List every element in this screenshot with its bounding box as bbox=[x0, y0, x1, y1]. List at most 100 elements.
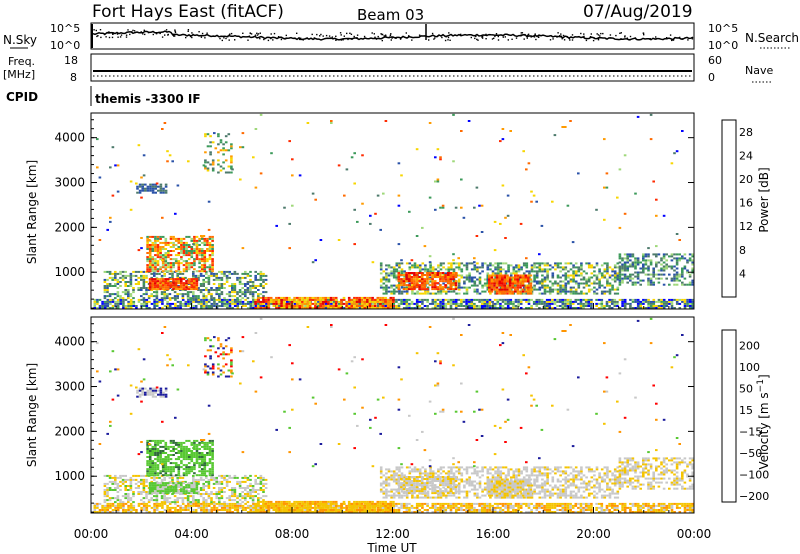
echo-cell bbox=[514, 288, 517, 291]
echo-cell bbox=[533, 262, 536, 265]
echo-cell bbox=[665, 259, 668, 262]
echo-cell bbox=[154, 235, 157, 238]
echo-cell bbox=[198, 244, 201, 246]
echo-cell bbox=[249, 300, 253, 303]
echo-cell bbox=[668, 273, 671, 276]
echo-cell bbox=[428, 278, 432, 281]
echo-cell bbox=[514, 274, 517, 277]
echo-cell bbox=[166, 297, 169, 300]
echo-cell bbox=[220, 302, 224, 305]
echo-cell bbox=[515, 266, 518, 269]
echo-cell bbox=[691, 509, 695, 511]
echo-cell bbox=[185, 252, 188, 254]
echo-cell bbox=[493, 506, 497, 509]
echo-cell bbox=[233, 298, 237, 301]
echo-cell bbox=[470, 280, 474, 283]
echo-cell bbox=[636, 305, 640, 307]
echo-cell bbox=[103, 501, 107, 504]
echo-cell bbox=[473, 290, 477, 293]
echo-cell bbox=[376, 305, 380, 307]
echo-cell bbox=[606, 270, 609, 273]
echo-cell bbox=[176, 274, 179, 277]
echo-cell bbox=[379, 305, 382, 307]
echo-cell bbox=[538, 288, 542, 291]
echo-cell bbox=[597, 302, 601, 305]
echo-cell bbox=[193, 280, 196, 283]
echo-cell bbox=[154, 284, 157, 287]
echo-cell bbox=[96, 302, 99, 305]
echo-cell bbox=[490, 288, 494, 291]
echo-cell bbox=[473, 305, 476, 307]
echo-cell bbox=[631, 502, 635, 505]
echo-cell bbox=[246, 281, 250, 283]
echo-cell bbox=[405, 280, 408, 283]
echo-cell bbox=[265, 506, 268, 509]
echo-cell bbox=[494, 268, 497, 271]
echo-cell bbox=[236, 305, 240, 307]
echo-cell bbox=[220, 504, 224, 507]
echo-cell bbox=[208, 237, 212, 240]
echo-cell bbox=[644, 502, 648, 505]
echo-cell bbox=[275, 509, 279, 511]
echo-cell bbox=[420, 282, 424, 285]
echo-cell bbox=[314, 300, 317, 303]
echo-cell bbox=[507, 266, 510, 269]
echo-cell bbox=[192, 298, 195, 301]
echo-cell bbox=[103, 302, 107, 305]
freq-label-line1: Freq. bbox=[8, 55, 35, 68]
echo-cell bbox=[688, 307, 692, 309]
echo-cell bbox=[571, 300, 575, 303]
echo-cell bbox=[463, 286, 466, 289]
echo-cell bbox=[649, 307, 653, 309]
echo-cell bbox=[269, 296, 273, 299]
echo-cell bbox=[561, 300, 565, 303]
echo-cell bbox=[358, 506, 362, 509]
echo-cell bbox=[385, 286, 388, 289]
echo-cell bbox=[213, 298, 216, 301]
echo-cell bbox=[603, 186, 606, 189]
echo-cell bbox=[506, 502, 510, 505]
echo-cell bbox=[181, 506, 185, 509]
echo-cell bbox=[520, 268, 523, 271]
noise-search-point bbox=[585, 39, 588, 42]
echo-cell bbox=[577, 172, 580, 175]
echo-cell bbox=[593, 270, 596, 273]
echo-cell bbox=[353, 208, 356, 211]
echo-cell bbox=[148, 300, 151, 303]
noise-search-point bbox=[447, 39, 449, 41]
echo-cell bbox=[473, 268, 477, 271]
echo-cell bbox=[298, 174, 302, 177]
echo-cell bbox=[198, 250, 201, 252]
echo-cell bbox=[421, 504, 424, 507]
echo-cell bbox=[249, 270, 252, 273]
echo-cell bbox=[618, 511, 622, 513]
echo-cell bbox=[398, 270, 401, 273]
echo-cell bbox=[410, 276, 414, 278]
echo-cell bbox=[506, 292, 509, 295]
echo-cell bbox=[161, 248, 165, 250]
noise-search-point bbox=[285, 37, 287, 39]
echo-cell bbox=[428, 122, 432, 124]
echo-cell bbox=[678, 275, 681, 278]
echo-cell bbox=[103, 270, 107, 273]
echo-cell bbox=[142, 302, 146, 305]
echo-cell bbox=[514, 298, 518, 301]
echo-cell bbox=[553, 300, 557, 303]
echo-cell bbox=[423, 286, 427, 289]
echo-cell bbox=[324, 307, 328, 309]
echo-cell bbox=[600, 274, 604, 277]
noise-search-point bbox=[125, 36, 128, 38]
echo-cell bbox=[145, 291, 148, 294]
echo-cell bbox=[525, 257, 528, 260]
echo-cell bbox=[569, 302, 572, 305]
echo-cell bbox=[519, 298, 523, 301]
echo-cell bbox=[657, 504, 661, 507]
echo-cell bbox=[195, 278, 199, 281]
echo-cell bbox=[384, 296, 387, 299]
echo-cell bbox=[167, 244, 170, 246]
noise-search-point bbox=[119, 36, 122, 38]
echo-cell bbox=[683, 305, 687, 307]
echo-cell bbox=[205, 302, 208, 305]
echo-cell bbox=[200, 258, 204, 261]
echo-cell bbox=[623, 261, 627, 264]
